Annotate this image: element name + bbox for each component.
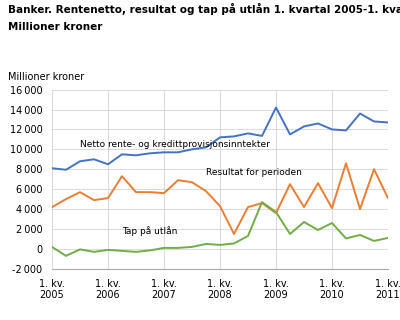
Text: Banker. Rentenetto, resultat og tap på utlån 1. kvartal 2005-1. kvartal 2011.: Banker. Rentenetto, resultat og tap på u… — [8, 3, 400, 15]
Text: Netto rente- og kredittprovisjonsinntekter: Netto rente- og kredittprovisjonsinntekt… — [80, 140, 270, 149]
Text: Millioner kroner: Millioner kroner — [8, 22, 102, 32]
Text: Millioner kroner: Millioner kroner — [8, 72, 84, 82]
Text: Tap på utlån: Tap på utlån — [122, 226, 177, 236]
Text: Resultat for perioden: Resultat for perioden — [206, 168, 302, 177]
